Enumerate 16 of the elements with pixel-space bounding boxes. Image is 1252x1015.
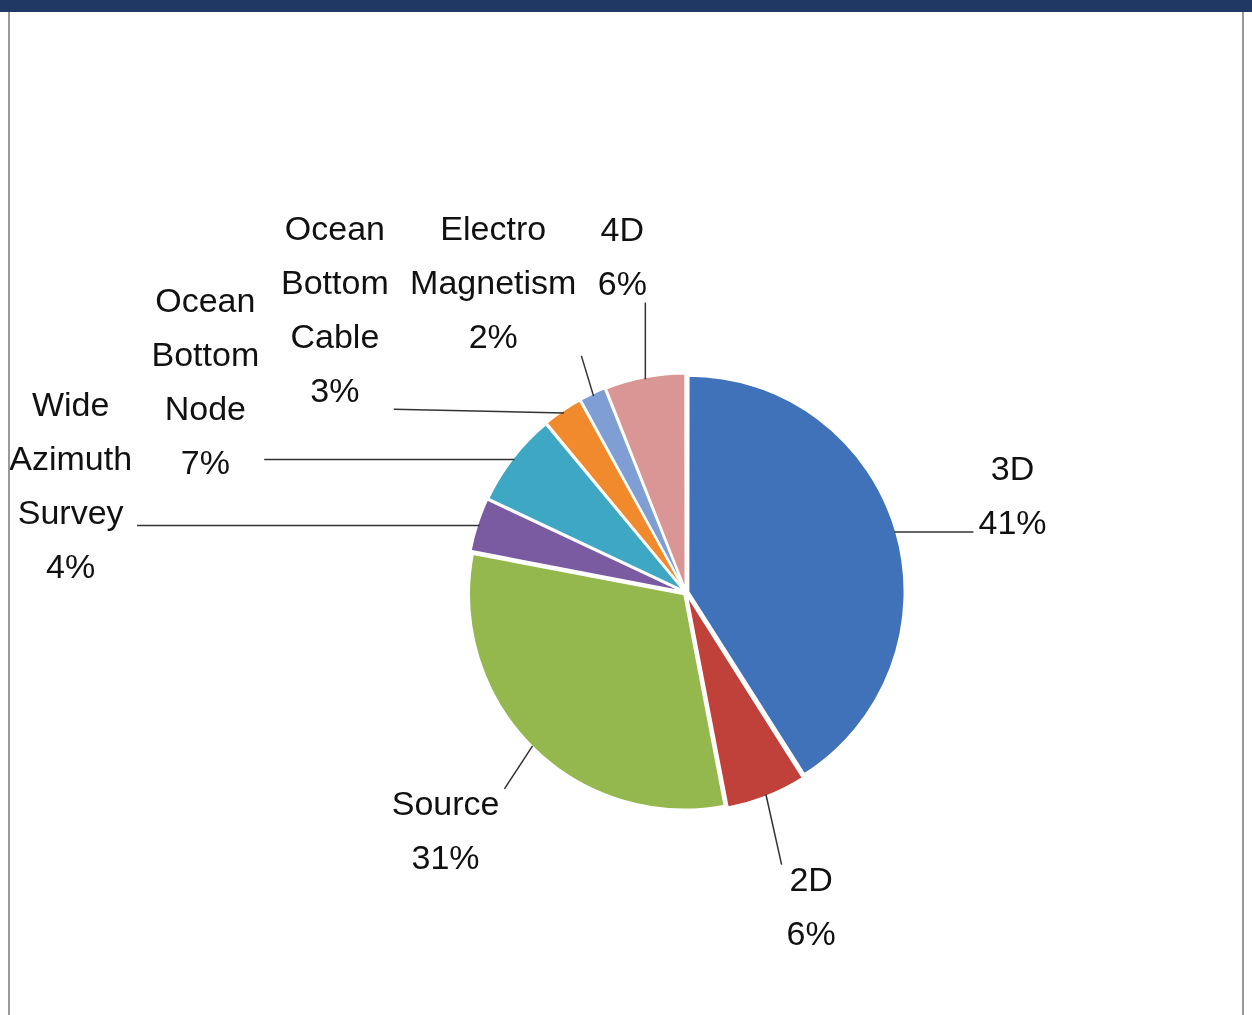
slice-label: Ocean Bottom Cable <box>281 208 389 355</box>
data-label: 6% <box>786 914 836 952</box>
data-label: 3% <box>310 370 360 409</box>
data-label: 4% <box>46 546 96 585</box>
data-label: 31% <box>411 838 480 877</box>
data-label: 7% <box>180 443 230 482</box>
slice-label: Wide Azimuth Survey <box>9 384 133 531</box>
slice-label: Source <box>391 784 500 823</box>
slice-label: 4D <box>600 209 645 248</box>
slice-label: 2D <box>789 860 833 898</box>
data-label: 2% <box>468 317 518 356</box>
slice-label: Electro Magnetism <box>410 209 577 302</box>
data-label: 6% <box>597 263 647 302</box>
slice-label: Ocean Bottom Node <box>151 281 260 428</box>
slice-label: 3D <box>990 449 1035 488</box>
data-label: 41% <box>978 503 1047 542</box>
